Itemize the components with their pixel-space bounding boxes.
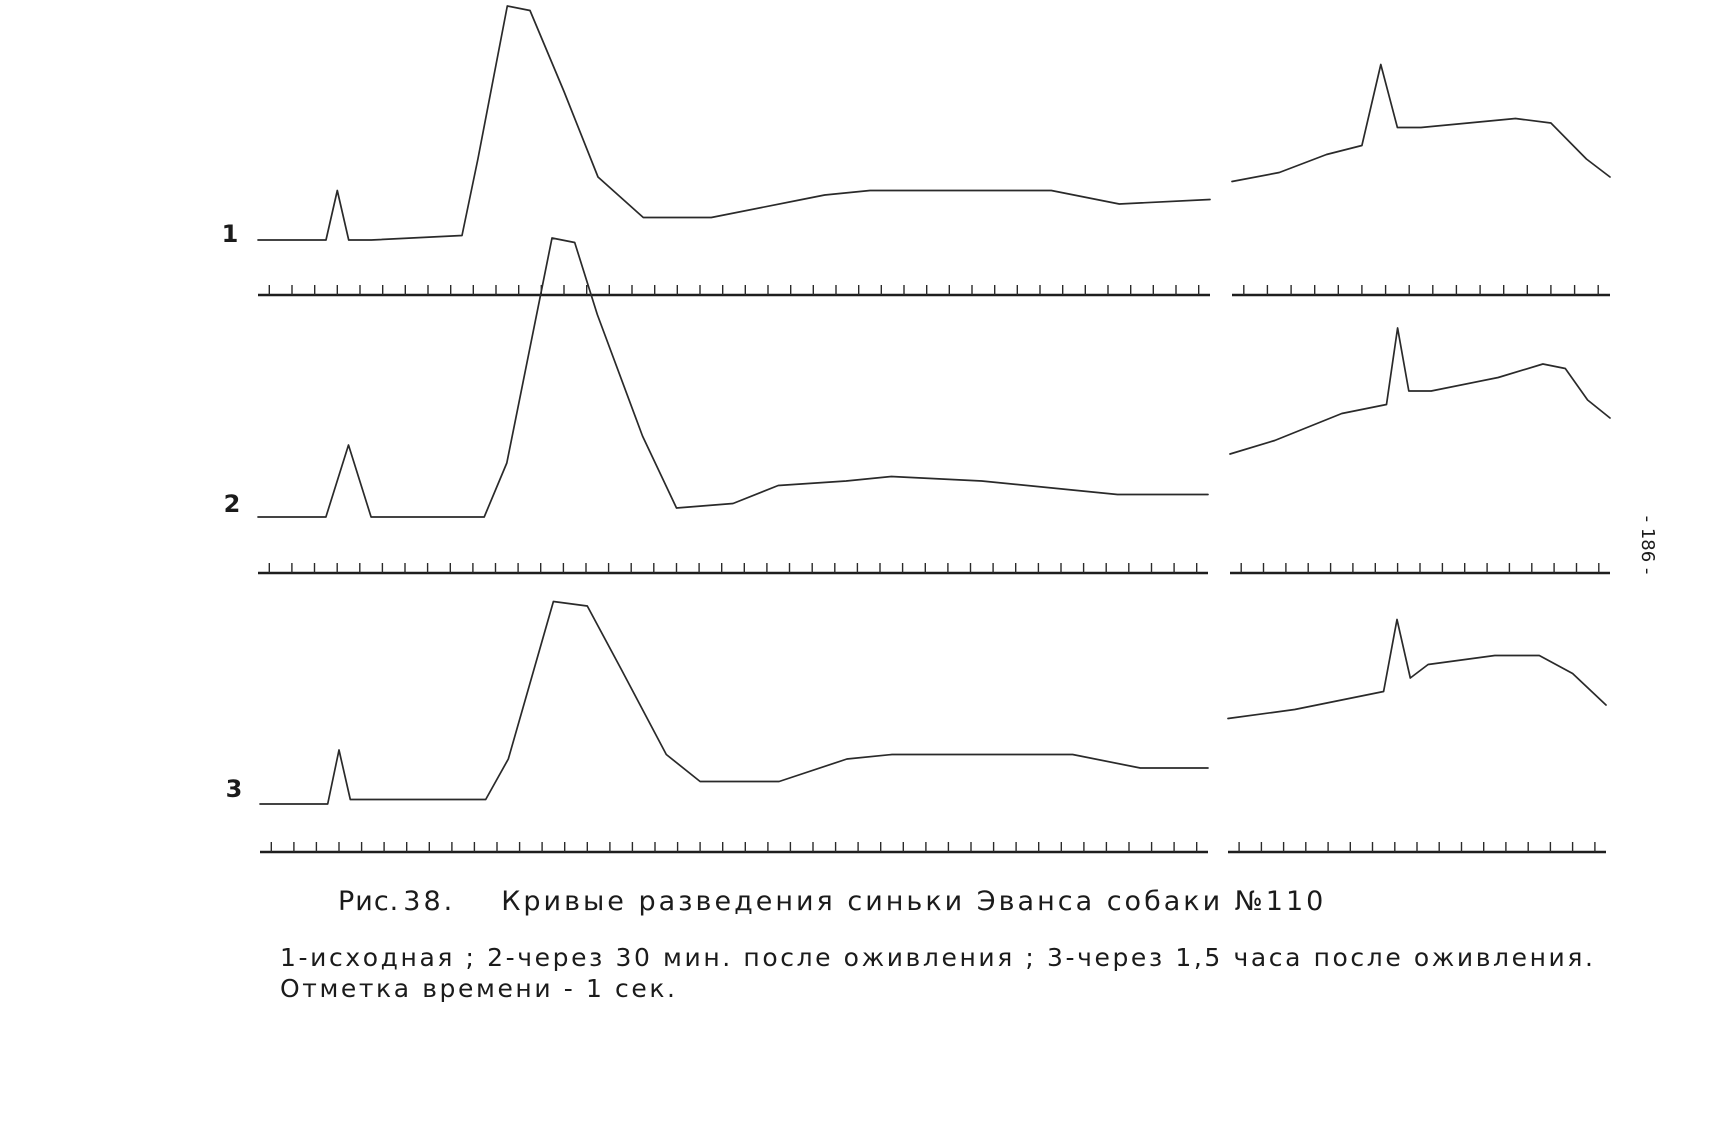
figure-number: 38.	[403, 886, 456, 917]
figure-label: Рис.	[338, 886, 400, 917]
row-label-2: 2	[224, 490, 241, 518]
page-number-text: - 186 -	[1637, 516, 1658, 575]
trace-3-segment-2	[1227, 618, 1607, 720]
trace-3-segment-1	[259, 600, 1209, 805]
caption-title-line: Рис. 38. Кривые разведения синьки Эванса с…	[338, 886, 1326, 917]
page-number: - 186 -	[1637, 516, 1658, 575]
chart-marks	[257, 5, 1611, 854]
trace-1-segment-2	[1231, 63, 1611, 183]
trace-1-segment-1	[257, 5, 1211, 241]
figure-legend: 1-исходная ; 2-через 30 мин. после оживл…	[280, 943, 1596, 1003]
row-label-1: 1	[222, 220, 239, 248]
row-label-3: 3	[226, 775, 243, 803]
trace-2-segment-2	[1229, 327, 1611, 455]
figure-title: Кривые разведения синьки Эванса собаки №…	[501, 886, 1327, 917]
trace-2-segment-1	[257, 237, 1209, 518]
